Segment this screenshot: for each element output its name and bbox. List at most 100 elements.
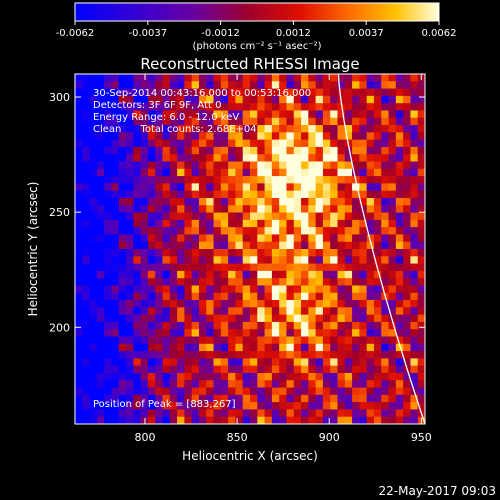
heatmap-cell [250,234,258,243]
heatmap-cell [198,183,207,192]
heatmap-cell [403,387,411,396]
heatmap-cell [257,321,265,330]
heatmap-cell [286,394,295,403]
heatmap-cell [315,263,324,272]
heatmap-cell [220,314,229,323]
heatmap-cell [213,365,222,374]
heatmap-cell [330,292,338,301]
heatmap-cell [104,146,112,155]
heatmap-cell [373,292,382,301]
heatmap-cell [155,110,163,119]
heatmap-cell [264,394,273,403]
heatmap-cell [257,307,265,316]
heatmap-cell [293,234,302,243]
heatmap-cell [279,416,287,424]
heatmap-cell [184,190,193,199]
heatmap-cell [293,416,302,424]
heatmap-cell [104,365,112,374]
heatmap-cell [191,74,200,82]
heatmap-cell [235,321,244,330]
heatmap-cell [126,168,134,177]
heatmap-cell [111,103,120,111]
heatmap-cell [388,263,397,272]
heatmap-cell [162,285,171,294]
heatmap-cell [388,125,397,133]
heatmap-cell [155,197,163,206]
heatmap-cell [279,329,287,337]
heatmap-cell [381,183,389,192]
heatmap-cell [111,95,120,104]
heatmap-cell [82,372,90,381]
heatmap-cell [352,95,360,104]
heatmap-cell [381,409,389,418]
heatmap-cell [279,74,287,82]
heatmap-cell [177,329,185,337]
heatmap-cell [337,117,346,126]
heatmap-cell [198,110,207,119]
heatmap-cell [169,190,178,199]
heatmap-cell [381,372,389,381]
heatmap-cell [82,380,90,388]
heatmap-cell [403,234,411,243]
heatmap-cell [279,103,287,111]
heatmap-cell [133,394,142,403]
heatmap-cell [133,416,142,424]
heatmap-cell [228,110,236,119]
heatmap-cell [301,278,309,286]
heatmap-cell [344,314,353,323]
heatmap-cell [410,154,419,162]
heatmap-cell [75,292,83,301]
heatmap-cell [191,227,200,235]
heatmap-cell [242,176,251,184]
heatmap-cell [344,219,353,228]
heatmap-cell [403,197,411,206]
heatmap-cell [104,219,112,228]
heatmap-cell [308,74,317,82]
heatmap-cell [206,351,214,359]
heatmap-cell [264,314,273,323]
heatmap-cell [96,321,105,330]
heatmap-cell [206,227,214,235]
heatmap-cell [293,387,302,396]
heatmap-cell [162,103,171,111]
heatmap-cell [162,168,171,177]
heatmap-cell [75,95,83,104]
heatmap-cell [140,197,149,206]
heatmap-cell [191,285,200,294]
heatmap-cell [322,365,331,374]
heatmap-cell [111,387,120,396]
heatmap-cell [308,387,317,396]
heatmap-cell [337,183,346,192]
heatmap-cell [133,343,142,352]
heatmap-cell [315,161,324,170]
heatmap-cell [235,197,244,206]
heatmap-cell [257,358,265,367]
heatmap-cell [155,416,163,424]
heatmap-cell [250,168,258,177]
heatmap-cell [322,278,331,286]
heatmap-cell [118,103,127,111]
heatmap-cell [96,329,105,337]
heatmap-cell [126,292,134,301]
heatmap-cell [118,343,127,352]
heatmap-cell [293,300,302,308]
heatmap-cell [373,387,382,396]
heatmap-cell [250,81,258,89]
heatmap-cell [206,307,214,316]
heatmap-cell [213,300,222,308]
heatmap-cell [344,212,353,221]
heatmap-cell [133,183,142,192]
heatmap-cell [373,358,382,367]
heatmap-cell [177,307,185,316]
heatmap-cell [155,270,163,279]
heatmap-cell [337,351,346,359]
heatmap-cell [344,95,353,104]
heatmap-cell [381,358,389,367]
heatmap-cell [89,329,98,337]
heatmap-cell [206,365,214,374]
heatmap-cell [271,270,280,279]
heatmap-cell [75,321,83,330]
heatmap-cell [104,110,112,119]
heatmap-cell [162,351,171,359]
heatmap-cell [104,372,112,381]
